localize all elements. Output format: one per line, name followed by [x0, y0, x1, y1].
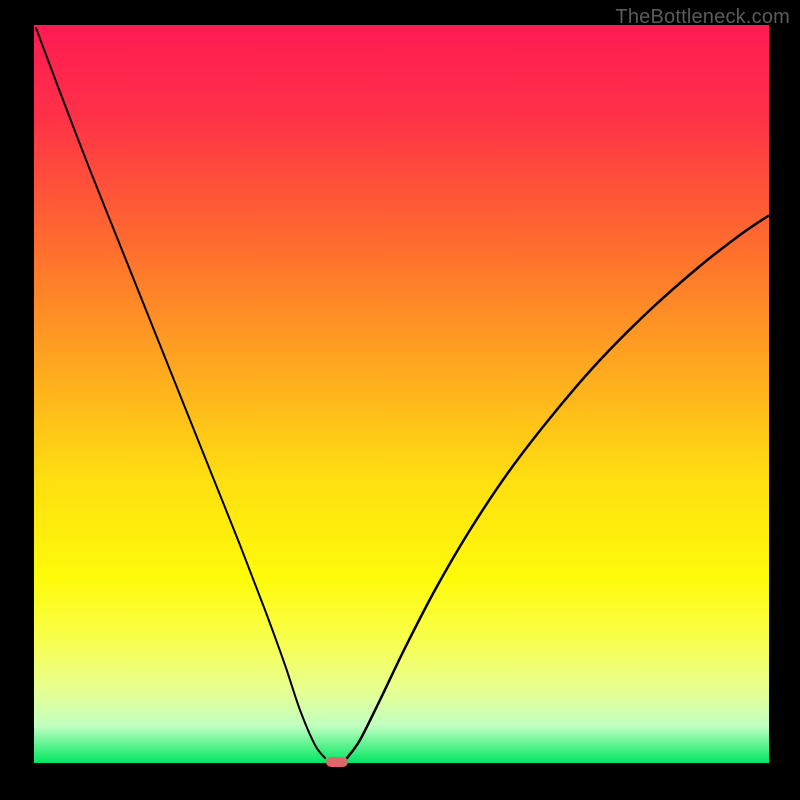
- chart-svg: [0, 0, 800, 800]
- watermark-text: TheBottleneck.com: [615, 6, 790, 29]
- optimal-marker: [326, 757, 348, 767]
- bottleneck-chart: [0, 0, 800, 800]
